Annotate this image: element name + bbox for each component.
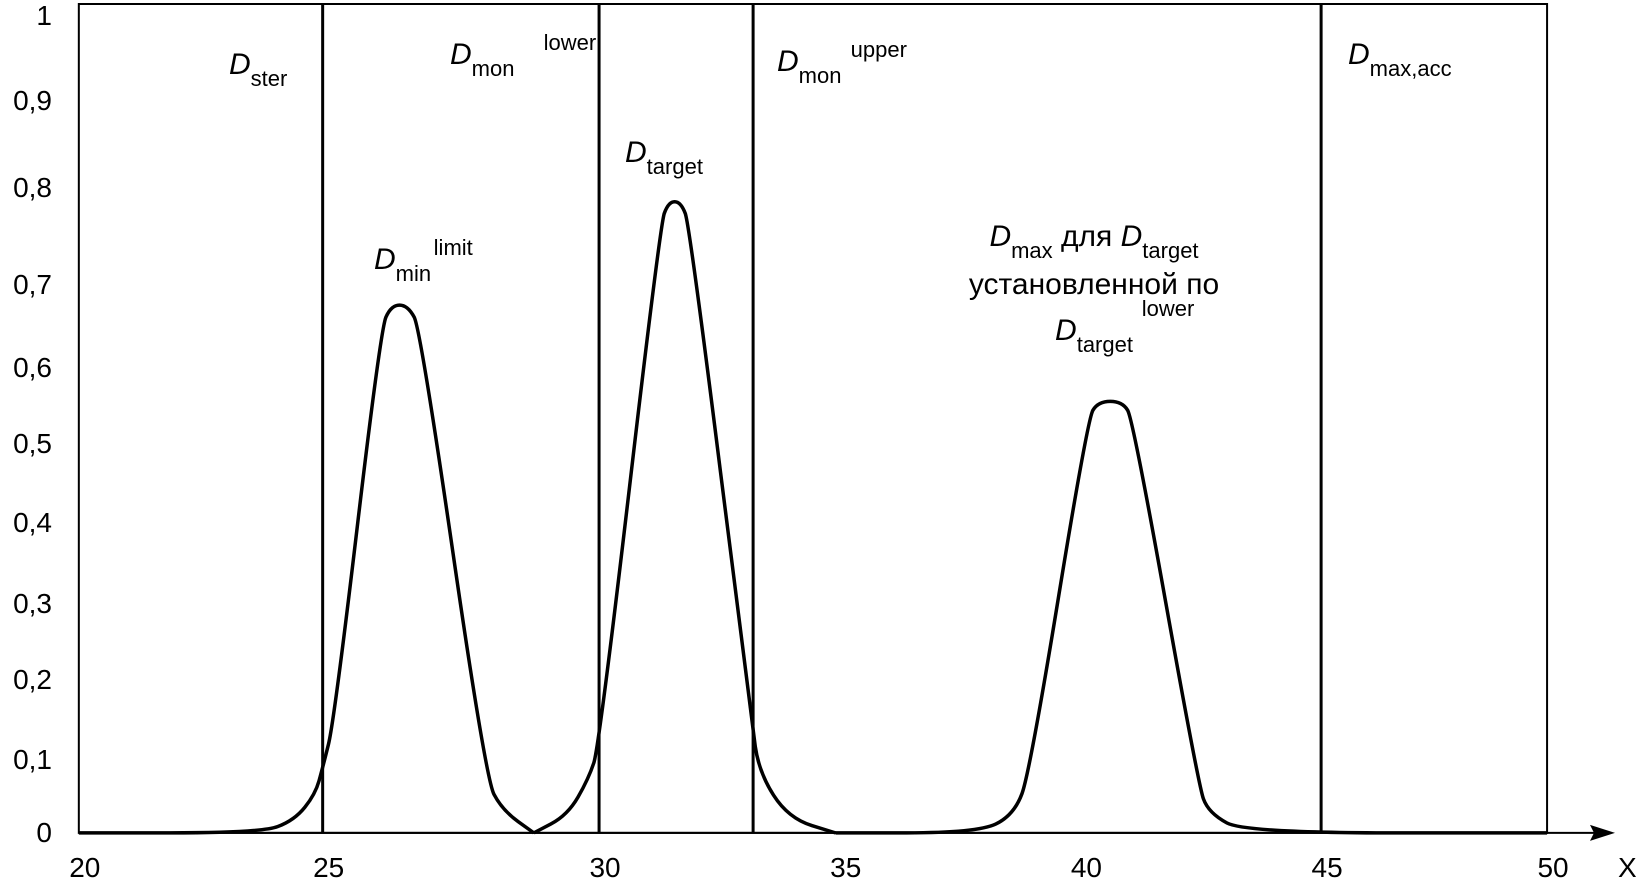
annotation-sub: max xyxy=(1011,238,1053,263)
annotation-main: D xyxy=(1120,220,1143,253)
y-tick-label: 0,4 xyxy=(13,506,52,538)
annotation-main: D xyxy=(1055,314,1077,347)
x-tick-label: 45 xyxy=(1311,852,1343,883)
y-tick-label: 0,7 xyxy=(13,269,52,301)
annotation-sub: min xyxy=(395,261,432,286)
annotation-line-1: Dmax для Dtarget xyxy=(944,214,1244,263)
annotation-sub: target xyxy=(646,154,703,179)
series-curve-2 xyxy=(533,199,836,835)
y-tick-label: 1 xyxy=(36,0,52,31)
plot-frame xyxy=(77,3,1549,834)
annotation-main: D xyxy=(374,243,396,276)
x-tick-label: 30 xyxy=(589,852,621,883)
annotation-sub: target xyxy=(1142,238,1199,263)
x-tick-label: 20 xyxy=(69,852,101,883)
y-tick-label: 0,5 xyxy=(13,428,52,460)
annotation-text: для xyxy=(1052,220,1121,253)
y-tick-label: 0,9 xyxy=(13,85,52,117)
annotation-sup: upper xyxy=(850,37,907,62)
annotation-sub: ster xyxy=(250,66,288,91)
x-axis-label: X xyxy=(1618,852,1637,883)
annotation-sup: lower xyxy=(1141,296,1195,321)
annotation-main: D xyxy=(229,48,251,81)
y-tick-label: 0 xyxy=(36,816,52,848)
annotation-sub: mon xyxy=(798,63,842,88)
series-curve-1 xyxy=(78,303,535,835)
annotation-main: D xyxy=(625,136,647,169)
y-tick-label: 0,8 xyxy=(13,172,52,204)
annotation-d-target: Dtarget xyxy=(625,136,703,178)
annotation-sub: target xyxy=(1076,332,1133,357)
y-tick-label: 0,6 xyxy=(13,351,52,383)
x-tick-label: 50 xyxy=(1537,852,1569,883)
annotation-main: D xyxy=(1348,38,1370,71)
annotation-d-max-acc: Dmax,acc xyxy=(1348,38,1452,80)
x-axis-arrow-icon xyxy=(1590,824,1615,841)
annotation-sup: limit xyxy=(433,235,473,260)
annotation-main: D xyxy=(989,220,1012,253)
annotation-sup: lower xyxy=(543,30,597,55)
annotation-d-ster: Dster xyxy=(229,48,287,90)
annotation-line-2: установленной по xyxy=(968,268,1220,301)
annotation-sub: max,acc xyxy=(1369,56,1452,81)
y-tick-label: 0,1 xyxy=(13,743,52,775)
y-tick-label: 0,2 xyxy=(13,664,52,696)
annotation-main: D xyxy=(450,38,472,71)
y-tick-label: 0,3 xyxy=(13,588,52,619)
annotation-main: D xyxy=(777,45,799,78)
annotation-sub: mon xyxy=(471,56,515,81)
x-tick-label: 35 xyxy=(830,852,862,883)
x-tick-label: 25 xyxy=(313,852,345,883)
x-tick-label: 40 xyxy=(1070,852,1102,883)
series-curve-3 xyxy=(835,399,1548,835)
